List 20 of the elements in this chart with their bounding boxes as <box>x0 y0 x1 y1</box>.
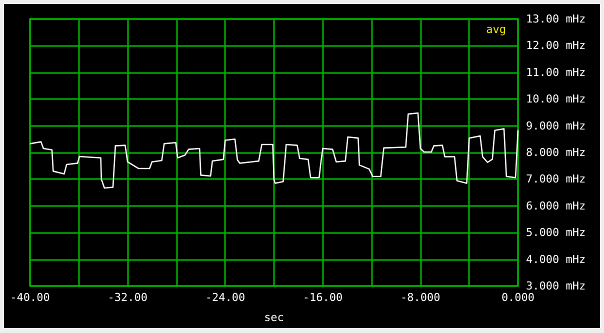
x-tick-label: -16.00 <box>302 291 343 304</box>
x-tick-label: -8.000 <box>400 291 440 304</box>
x-tick-label: 0.000 <box>501 291 535 304</box>
y-tick-label: 8.000 mHz <box>526 146 586 159</box>
x-tick-label: -24.00 <box>205 291 246 304</box>
x-axis-title: sec <box>264 311 284 324</box>
y-tick-label: 12.00 mHz <box>526 39 586 52</box>
line-series <box>29 112 519 189</box>
y-tick-label: 10.00 mHz <box>526 92 586 106</box>
y-tick-label: 4.000 mHz <box>526 252 586 266</box>
y-tick-label: 7.000 mHz <box>526 172 586 186</box>
y-tick-label: 5.000 mHz <box>526 226 586 240</box>
y-tick-label: 11.00 mHz <box>526 66 586 79</box>
x-tick-label: -40.00 <box>10 291 50 304</box>
y-tick-label: 6.000 mHz <box>526 199 586 212</box>
annotation: avg <box>486 23 506 36</box>
x-tick-label: -32.00 <box>108 291 148 304</box>
y-tick-label: 9.000 mHz <box>526 119 586 132</box>
y-tick-label: 3.000 mHz <box>526 280 586 292</box>
y-tick-label: 13.00 mHz <box>526 12 586 26</box>
